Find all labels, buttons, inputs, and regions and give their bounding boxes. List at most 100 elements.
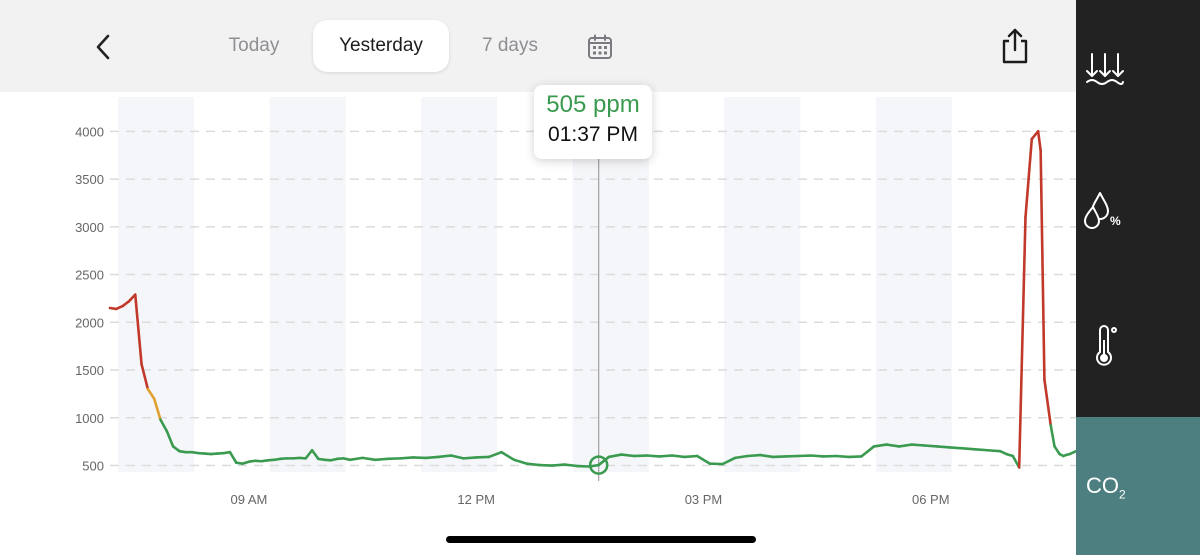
hour-band [269,97,346,472]
svg-text:%: % [1110,214,1121,228]
data-line-segment [373,457,390,462]
data-line-segment [1036,130,1042,152]
co2-line-chart[interactable]: 500 1000 1500 2000 2500 3000 3500 4000 09 AM 12 P… [0,92,1076,532]
y-tick-label: 500 [82,459,104,474]
home-indicator[interactable] [446,536,756,543]
data-line-segment [670,454,686,459]
co2-chart[interactable]: 500 1000 1500 2000 2500 3000 3500 4000 09 AM 12 P… [0,92,1076,532]
data-line-segment [310,448,320,461]
data-line-segment [399,456,415,460]
data-line-segment [348,456,364,462]
data-line-segment [834,454,851,459]
pressure-metric-button[interactable] [1076,20,1200,130]
hour-band [421,97,498,472]
chevron-left-icon [96,34,110,60]
data-line-segment [449,454,465,460]
data-line-segment [695,454,712,465]
data-line-segment [948,446,964,450]
x-tick-label: 03 PM [685,492,723,507]
data-line-segment [121,299,131,308]
tab-7-days[interactable]: 7 days [482,35,538,56]
data-line-segment [424,455,440,460]
y-tick-label: 4000 [75,124,104,139]
data-line-segment [1049,424,1056,448]
data-line-segment [437,454,453,459]
humidity-metric-button[interactable]: % [1076,155,1200,275]
y-tick-label: 1500 [75,363,104,378]
metric-sidebar: % CO2 [1076,0,1200,555]
tooltip-time: 01:37 PM [548,123,638,146]
data-line-segment [304,448,314,460]
data-line-segment [563,463,579,468]
x-tick-label: 12 PM [457,492,495,507]
data-line-segment [986,448,1002,453]
data-line-segment [620,453,636,458]
data-line-segment [759,453,775,459]
tab-yesterday[interactable]: Yesterday [313,20,449,72]
data-line-segment [133,293,143,366]
top-bar: Today Yesterday 7 days [0,0,1076,92]
temperature-metric-button[interactable] [1076,290,1200,410]
data-line-segment [683,454,699,459]
data-line-segment [733,454,749,460]
y-tick-label: 3500 [75,172,104,187]
data-line-segment [1024,137,1034,219]
y-tick-label: 2500 [75,268,104,283]
thermometer-icon [1096,325,1117,366]
share-button[interactable] [998,26,1032,66]
data-line-segment [152,397,162,422]
data-line-segment [657,454,674,458]
co2-metric-button[interactable]: CO2 [1076,417,1200,555]
data-line-segment [885,443,901,448]
y-tick-label: 3000 [75,220,104,235]
x-tick-label: 09 AM [230,492,267,507]
hour-band [875,97,952,472]
co2-label-subscript: 2 [1119,487,1126,502]
data-line-segment [645,454,661,458]
hour-band [572,97,649,472]
hour-band [724,97,801,472]
y-tick-label: 2000 [75,315,104,330]
data-line-segment [487,450,503,459]
data-line-segment [500,450,516,462]
data-line-segment [171,445,181,453]
data-line-segment [140,363,150,391]
calendar-icon [588,34,612,59]
data-line-segment [607,453,623,459]
data-line-segment [228,450,238,464]
data-line-segment [935,445,952,449]
selected-point-marker [588,455,609,475]
data-line-segment [973,448,989,452]
data-line-segment [550,463,566,467]
data-line-segment [910,443,926,447]
data-line-segment [961,447,977,451]
back-button[interactable] [88,30,118,64]
co2-label-text: CO [1086,473,1119,498]
data-line-segment [923,444,939,448]
data-line-segment [159,418,169,433]
humidity-icon: % [1084,192,1121,229]
hour-band [118,97,195,472]
data-line-segment [597,455,611,467]
data-line-segment [361,456,377,462]
data-line-segment [146,387,156,400]
data-line-segment [809,454,825,458]
data-line-segment [872,443,888,448]
data-line-segment [1053,445,1061,456]
data-line-segment [1039,149,1046,381]
data-line-segment [1017,215,1027,469]
data-line-segment [525,462,541,467]
calendar-button[interactable] [586,33,614,61]
data-line-segment [512,458,529,465]
tab-today[interactable]: Today [228,35,280,56]
data-line-segment [1068,449,1076,456]
x-tick-label: 06 PM [912,492,950,507]
share-icon [1002,28,1028,64]
data-line-segment [746,453,762,458]
tooltip-value: 505 ppm [546,91,640,118]
data-line-segment [721,456,737,466]
data-line-segment [462,456,478,460]
data-line-segment [165,429,175,448]
chart-tooltip: 505 ppm 01:37 PM [534,85,652,159]
co2-label: CO2 [1086,473,1126,501]
